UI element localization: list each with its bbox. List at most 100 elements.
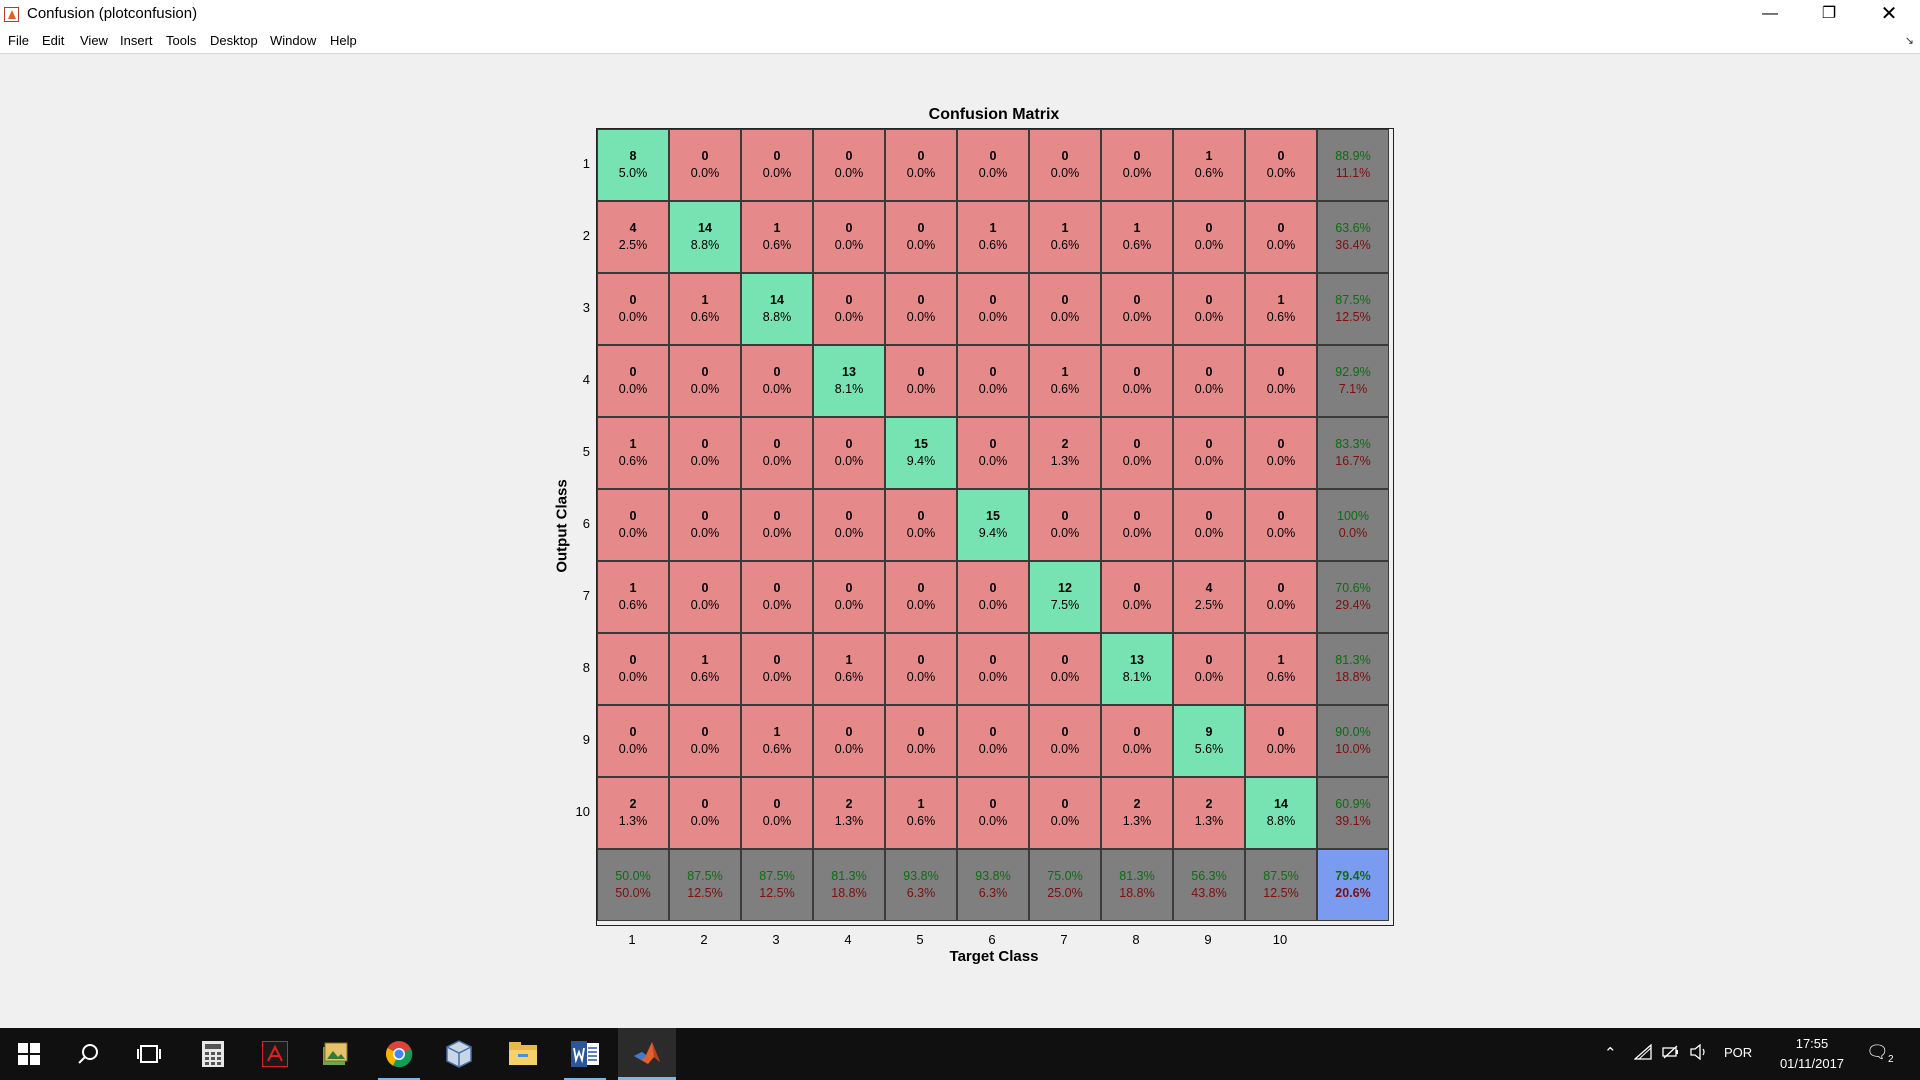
dock-figure-icon[interactable]: ↘ xyxy=(1904,35,1914,47)
cell-count: 0 xyxy=(1205,293,1213,307)
overall-accuracy: 79.4% xyxy=(1335,869,1371,883)
cell-count: 0 xyxy=(845,725,853,739)
task-view-button[interactable] xyxy=(120,1028,178,1080)
cell-count: 0 xyxy=(629,293,637,307)
matrix-cell: 0 0.0% xyxy=(885,129,957,201)
title-bar: Confusion (plotconfusion) — ❐ ✕ xyxy=(0,0,1920,29)
row-summary-cell: 100% 0.0% xyxy=(1317,489,1389,561)
matrix-cell: 0 0.0% xyxy=(885,561,957,633)
y-tick-label: 7 xyxy=(582,588,590,603)
cell-percent: 0.6% xyxy=(762,238,792,252)
y-tick-label: 2 xyxy=(582,228,590,243)
chevron-up-icon[interactable]: ⌃ xyxy=(1604,1045,1617,1062)
error-percent: 11.1% xyxy=(1335,166,1371,180)
cell-count: 0 xyxy=(917,725,925,739)
file-explorer-app[interactable] xyxy=(494,1028,552,1080)
menu-desktop[interactable]: Desktop xyxy=(210,33,258,48)
y-tick-label: 1 xyxy=(582,156,590,171)
matrix-cell: 1 0.6% xyxy=(885,777,957,849)
error-percent: 18.8% xyxy=(1119,886,1155,900)
error-percent: 18.8% xyxy=(1335,670,1371,684)
cell-count: 9 xyxy=(1205,725,1213,739)
figure-canvas: Confusion Matrix 8 5.0% 0 0.0% 0 0.0% 0 0.0% 0 0.… xyxy=(0,54,1920,1028)
cell-percent: 0.6% xyxy=(834,670,864,684)
minimize-button[interactable]: — xyxy=(1741,0,1799,29)
cell-count: 0 xyxy=(989,725,997,739)
task-view-icon xyxy=(137,1045,161,1063)
start-button[interactable] xyxy=(0,1028,58,1080)
notification-icon[interactable]: 🗨 xyxy=(1866,1042,1889,1062)
cell-percent: 0.0% xyxy=(834,238,864,252)
x-tick-label: 8 xyxy=(1132,932,1140,947)
error-percent: 43.8% xyxy=(1191,886,1227,900)
menu-file[interactable]: File xyxy=(8,33,29,48)
accuracy-percent: 63.6% xyxy=(1335,221,1371,235)
accuracy-percent: 92.9% xyxy=(1335,365,1371,379)
menu-help[interactable]: Help xyxy=(330,33,357,48)
clock[interactable]: 17:55 01/11/2017 xyxy=(1764,1034,1860,1074)
cell-count: 0 xyxy=(701,365,709,379)
matrix-cell: 0 0.0% xyxy=(669,489,741,561)
matrix-cell: 0 0.0% xyxy=(1101,705,1173,777)
pdf-reader-app[interactable] xyxy=(246,1028,304,1080)
cell-percent: 2.5% xyxy=(618,238,648,252)
word-app[interactable] xyxy=(556,1028,614,1080)
search-button[interactable] xyxy=(60,1028,118,1080)
column-summary-cell: 81.3% 18.8% xyxy=(813,849,885,921)
column-summary-cell: 93.8% 6.3% xyxy=(885,849,957,921)
matrix-cell: 1 0.6% xyxy=(1245,273,1317,345)
confusion-matrix: 8 5.0% 0 0.0% 0 0.0% 0 0.0% 0 0.0% 0 0.0% 0 0.0% 0 0.0%… xyxy=(596,128,1394,926)
chrome-app[interactable] xyxy=(370,1028,428,1080)
error-percent: 12.5% xyxy=(1263,886,1299,900)
cell-percent: 0.6% xyxy=(618,598,648,612)
close-button[interactable]: ✕ xyxy=(1860,0,1918,29)
cell-count: 1 xyxy=(701,293,709,307)
cell-count: 0 xyxy=(845,149,853,163)
cell-percent: 0.0% xyxy=(762,670,792,684)
cell-count: 1 xyxy=(917,797,925,811)
image-viewer-app[interactable] xyxy=(306,1028,364,1080)
restore-button[interactable]: ❐ xyxy=(1800,0,1858,29)
accuracy-percent: 93.8% xyxy=(975,869,1011,883)
menu-insert[interactable]: Insert xyxy=(120,33,153,48)
cell-count: 0 xyxy=(1061,725,1069,739)
matrix-cell: 0 0.0% xyxy=(669,705,741,777)
error-percent: 7.1% xyxy=(1338,382,1368,396)
matrix-cell: 1 0.6% xyxy=(669,273,741,345)
cell-percent: 0.6% xyxy=(1266,670,1296,684)
cell-count: 0 xyxy=(989,293,997,307)
menu-edit[interactable]: Edit xyxy=(42,33,65,48)
cell-count: 0 xyxy=(1277,509,1285,523)
matrix-cell: 1 0.6% xyxy=(1101,201,1173,273)
notification-count: 2 xyxy=(1888,1054,1894,1065)
overall-accuracy-cell: 79.4% 20.6% xyxy=(1317,849,1389,921)
cell-count: 0 xyxy=(917,293,925,307)
y-tick-label: 4 xyxy=(582,372,590,387)
menu-tools[interactable]: Tools xyxy=(166,33,197,48)
volume-icon[interactable] xyxy=(1690,1043,1708,1064)
menu-window[interactable]: Window xyxy=(270,33,317,48)
battery-icon[interactable] xyxy=(1662,1044,1680,1064)
matrix-cell: 0 0.0% xyxy=(669,417,741,489)
matrix-cell: 1 0.6% xyxy=(1245,633,1317,705)
matrix-cell: 0 0.0% xyxy=(597,273,669,345)
cell-percent: 0.0% xyxy=(1122,310,1152,324)
accuracy-percent: 60.9% xyxy=(1335,797,1371,811)
column-summary-cell: 87.5% 12.5% xyxy=(1245,849,1317,921)
matrix-cell: 4 2.5% xyxy=(1173,561,1245,633)
column-summary-cell: 75.0% 25.0% xyxy=(1029,849,1101,921)
column-summary-cell: 87.5% 12.5% xyxy=(669,849,741,921)
input-language[interactable]: POR xyxy=(1724,1045,1753,1060)
menu-view[interactable]: View xyxy=(80,33,108,48)
cell-count: 0 xyxy=(917,509,925,523)
x-tick-label: 1 xyxy=(628,932,636,947)
matrix-cell: 0 0.0% xyxy=(669,777,741,849)
virtualbox-app[interactable] xyxy=(430,1028,488,1080)
cell-percent: 0.0% xyxy=(690,814,720,828)
cell-percent: 0.0% xyxy=(690,742,720,756)
calculator-app[interactable] xyxy=(184,1028,242,1080)
network-icon[interactable] xyxy=(1633,1043,1652,1064)
cell-percent: 0.0% xyxy=(762,814,792,828)
matrix-cell: 1 0.6% xyxy=(597,417,669,489)
matlab-app[interactable] xyxy=(618,1028,676,1080)
